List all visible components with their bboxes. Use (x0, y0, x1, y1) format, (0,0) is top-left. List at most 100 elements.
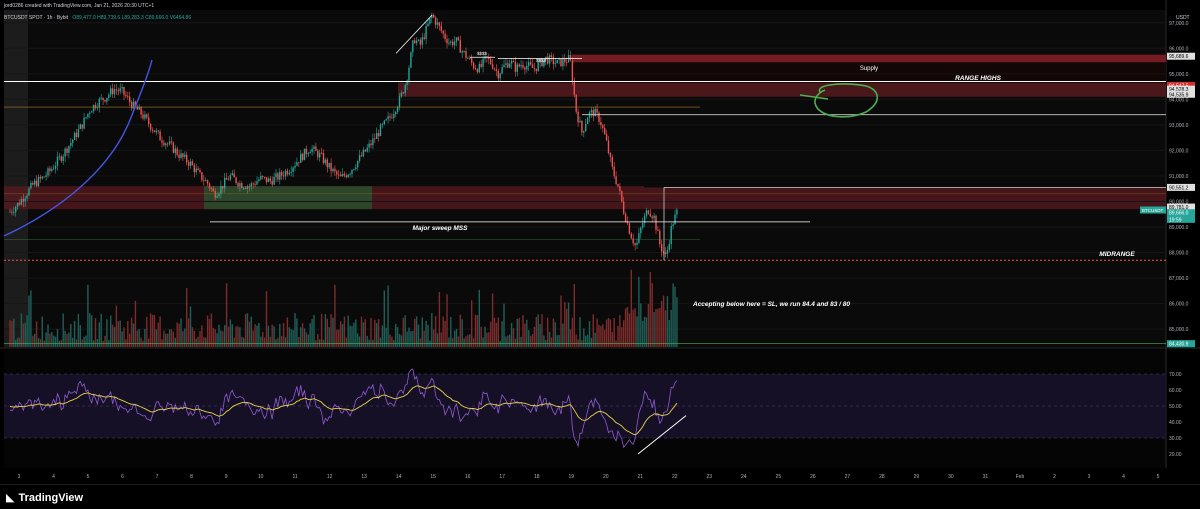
price-tag (1167, 90, 1195, 98)
volume-bar (600, 326, 602, 347)
candle-body (233, 173, 235, 178)
candle-body (85, 117, 87, 119)
volume-bar (113, 327, 116, 347)
volume-bar (49, 333, 51, 347)
symbol-label[interactable]: BTCUSDT SPOT · 1h · Bybit (4, 15, 68, 21)
volume-bar (16, 337, 19, 347)
volume-bar (163, 330, 165, 347)
volume-bar (505, 336, 507, 347)
volume-bar (290, 329, 292, 347)
volume-bar (579, 317, 581, 347)
volume-bar (562, 323, 564, 347)
supply-zone (572, 54, 1166, 63)
tradingview-logo[interactable]: ◣ TradingView (6, 491, 83, 504)
volume-bar (488, 332, 490, 347)
candle-body (225, 177, 228, 180)
volume-bar (317, 333, 319, 347)
candle-body (512, 60, 515, 62)
candle-body (24, 198, 26, 202)
candle-body (558, 58, 560, 60)
candle-body (189, 161, 192, 166)
candle-body (246, 186, 249, 189)
volume-bar (491, 293, 494, 347)
candle-body (537, 62, 539, 71)
candle-body (391, 117, 393, 119)
time-tick-label: 26 (810, 474, 816, 480)
candle-body (197, 168, 199, 170)
volume-bar (96, 338, 99, 347)
candle-body (70, 142, 72, 146)
candle-body (275, 173, 277, 178)
volume-bar (453, 330, 456, 347)
volume-bar (41, 316, 43, 347)
candle-body (592, 110, 594, 117)
candle-body (400, 92, 403, 97)
volume-bar (129, 333, 131, 347)
candle-body (201, 172, 203, 181)
volume-bar (34, 333, 36, 347)
candle-body (661, 244, 663, 252)
candle-body (607, 140, 610, 154)
candle-body (598, 112, 600, 122)
candle-body (106, 97, 108, 102)
candle-body (136, 106, 138, 110)
candle-body (474, 68, 477, 70)
volume-bar (281, 336, 283, 347)
mid-zone-right (644, 187, 1166, 210)
volume-bar (423, 330, 425, 347)
volume-bar (336, 329, 338, 347)
candle-body (96, 107, 99, 109)
candle-body (30, 182, 32, 189)
candle-body (130, 102, 133, 109)
candle-body (51, 169, 53, 171)
candle-body (377, 133, 380, 137)
volume-bar (556, 335, 558, 347)
candle-body (134, 101, 137, 107)
price-tag-label: 84,430.9 (1169, 342, 1189, 348)
volume-bar (592, 314, 594, 347)
rsi-tick-label: 20.00 (1169, 452, 1182, 458)
price-tick-label: 96,000.0 (1169, 46, 1189, 52)
volume-bar (509, 334, 511, 347)
volume-bar (176, 322, 178, 347)
volume-bar (106, 319, 108, 347)
candle-body (383, 120, 385, 125)
candle-body (389, 116, 391, 118)
volume-bar (28, 295, 30, 347)
volume-bar (653, 312, 655, 347)
volume-bar (353, 322, 355, 347)
volume-bar (425, 320, 427, 347)
volume-bar (201, 325, 203, 347)
candle-body (243, 188, 245, 189)
time-tick-label: 5 (87, 474, 90, 480)
ohlc-values: O89,477.0 H89,739.6 L89,283.3 C89,666.0 … (72, 15, 192, 21)
candle-body (100, 97, 102, 99)
candle-body (605, 134, 608, 141)
candle-body (79, 124, 81, 130)
candle-body (670, 225, 672, 245)
candle-body (328, 162, 330, 168)
candle-body (406, 80, 408, 85)
volume-bar (32, 335, 34, 347)
volume-bar (161, 339, 163, 347)
volume-bar (332, 317, 334, 347)
rsi-tick-label: 70.00 (1169, 372, 1182, 378)
candle-body (444, 33, 446, 39)
candle-body (566, 62, 568, 63)
candle-body (548, 55, 551, 64)
candle-body (178, 154, 180, 158)
candle-body (239, 183, 241, 187)
volume-bar (459, 314, 461, 347)
candle-body (49, 168, 51, 171)
time-tick-label: 25 (776, 474, 782, 480)
volume-bar (149, 313, 152, 347)
candle-body (186, 154, 188, 163)
candle-body (311, 148, 313, 152)
candle-body (286, 170, 289, 175)
volume-bar (206, 315, 209, 347)
candle-body (370, 143, 372, 146)
equal-highs-label-2: $$$$ (536, 58, 547, 63)
volume-bar (609, 319, 612, 347)
volume-bar (541, 314, 543, 347)
